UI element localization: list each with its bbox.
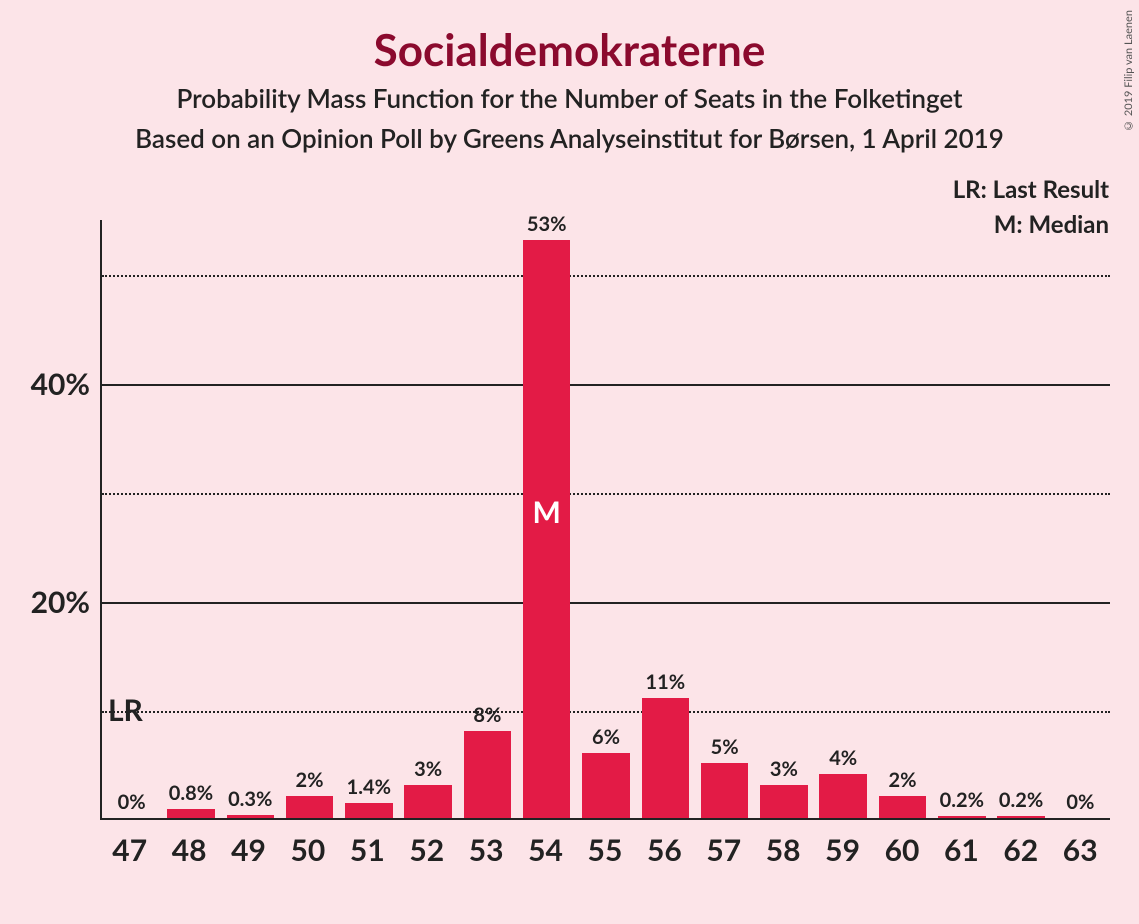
bar-slot: 8% xyxy=(458,220,517,818)
x-axis-label: 61 xyxy=(932,832,991,868)
bar: 5% xyxy=(701,763,748,818)
bar: 1.4% xyxy=(345,803,392,818)
bar: 11% xyxy=(642,698,689,818)
chart-plot-area: 0% 0.8% 0.3% 2% 1.4% 3% 8% 53%M 6% 11% 5% 3% 4% 2% 0.2… xyxy=(100,220,1110,820)
bar-value-label: 0% xyxy=(1066,790,1094,818)
bar-value-label: 2% xyxy=(296,768,324,796)
bar: 0.3% xyxy=(227,815,274,818)
chart-title: Socialdemokraterne xyxy=(0,24,1139,76)
lr-marker: LR xyxy=(108,692,143,728)
bar: 6% xyxy=(582,753,629,818)
bar-value-label: 0.2% xyxy=(999,788,1043,816)
bar-value-label: 5% xyxy=(711,735,739,763)
x-axis-label: 53 xyxy=(456,832,515,868)
x-axis-label: 54 xyxy=(516,832,575,868)
chart-subtitle-1: Probability Mass Function for the Number… xyxy=(0,82,1139,114)
bar-slot: 53%M xyxy=(517,220,576,818)
bar-value-label: 3% xyxy=(414,757,442,785)
bar-value-label: 1.4% xyxy=(347,775,391,803)
bar-slot: 0.8% xyxy=(161,220,220,818)
bar-value-label: 2% xyxy=(889,768,917,796)
x-axis-label: 63 xyxy=(1051,832,1110,868)
bar-slot: 3% xyxy=(398,220,457,818)
credit-text: © 2019 Filip van Laenen xyxy=(1122,10,1135,132)
median-marker: M xyxy=(533,494,561,530)
bar-slot: 5% xyxy=(695,220,754,818)
bar-slot: 0.3% xyxy=(221,220,280,818)
bar-value-label: 0.8% xyxy=(169,781,213,809)
bar-slot: 3% xyxy=(754,220,813,818)
bar-value-label: 11% xyxy=(646,670,686,698)
x-axis-label: 62 xyxy=(991,832,1050,868)
bar: 4% xyxy=(819,774,866,818)
bar-value-label: 53% xyxy=(527,212,567,240)
x-axis-label: 58 xyxy=(753,832,812,868)
x-axis-label: 49 xyxy=(219,832,278,868)
x-axis-label: 47 xyxy=(100,832,159,868)
bar: 0.8% xyxy=(167,809,214,818)
bar: 0.2% xyxy=(997,816,1044,818)
bar-value-label: 8% xyxy=(473,703,501,731)
bar-slot: 11% xyxy=(636,220,695,818)
bar: 0.2% xyxy=(938,816,985,818)
bar-value-label: 0% xyxy=(118,790,146,818)
bar-slot: 4% xyxy=(814,220,873,818)
bar-slot: 2% xyxy=(873,220,932,818)
x-axis-label: 48 xyxy=(159,832,218,868)
bar-slot: 1.4% xyxy=(339,220,398,818)
y-axis-label: 20% xyxy=(31,584,102,620)
bar-value-label: 4% xyxy=(829,746,857,774)
x-axis-label: 56 xyxy=(635,832,694,868)
bar-slot: 2% xyxy=(280,220,339,818)
bar-value-label: 3% xyxy=(770,757,798,785)
bar-value-label: 6% xyxy=(592,725,620,753)
x-axis-label: 55 xyxy=(575,832,634,868)
x-axis-label: 50 xyxy=(278,832,337,868)
bar-slot: 6% xyxy=(576,220,635,818)
bar: 53%M xyxy=(523,240,570,818)
y-axis-label: 40% xyxy=(31,366,102,402)
bars-container: 0% 0.8% 0.3% 2% 1.4% 3% 8% 53%M 6% 11% 5% 3% 4% 2% 0.2… xyxy=(102,220,1110,818)
bar: 3% xyxy=(760,785,807,818)
x-axis-label: 52 xyxy=(397,832,456,868)
bar-slot: 0% xyxy=(1051,220,1110,818)
bar: 2% xyxy=(286,796,333,818)
chart-subtitle-2: Based on an Opinion Poll by Greens Analy… xyxy=(0,122,1139,154)
bar: 2% xyxy=(879,796,926,818)
bar-value-label: 0.2% xyxy=(940,788,984,816)
x-axis-labels: 4748495051525354555657585960616263 xyxy=(100,832,1110,868)
bar-slot: 0.2% xyxy=(991,220,1050,818)
bar-slot: 0% xyxy=(102,220,161,818)
x-axis-label: 60 xyxy=(872,832,931,868)
bar-value-label: 0.3% xyxy=(228,787,272,815)
x-axis-label: 57 xyxy=(694,832,753,868)
bar-slot: 0.2% xyxy=(932,220,991,818)
bar: 3% xyxy=(404,785,451,818)
bar: 8% xyxy=(464,731,511,818)
x-axis-label: 51 xyxy=(338,832,397,868)
x-axis-label: 59 xyxy=(813,832,872,868)
legend-lr: LR: Last Result xyxy=(953,175,1109,204)
